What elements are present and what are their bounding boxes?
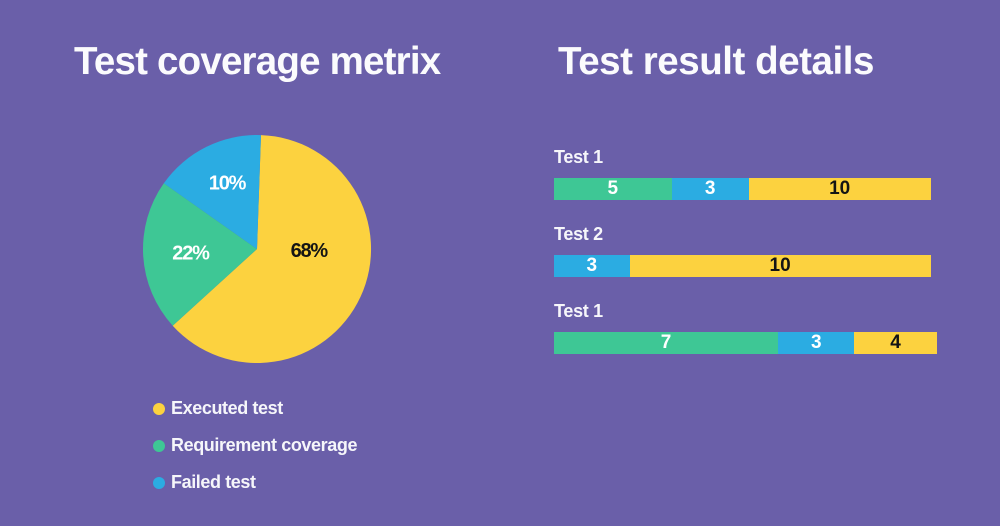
svg-text:10%: 10% (209, 173, 247, 195)
svg-text:68%: 68% (291, 240, 329, 262)
svg-text:22%: 22% (172, 243, 210, 265)
